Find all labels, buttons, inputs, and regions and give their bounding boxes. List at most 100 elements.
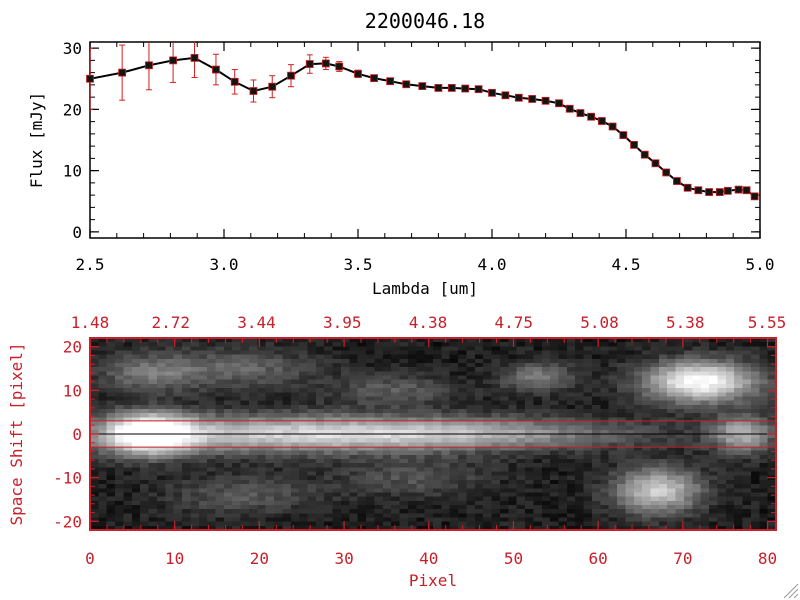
y-tick-label: -20	[53, 512, 82, 531]
data-point	[488, 88, 496, 97]
image-x-tick-labels: 0 10 20 30 40 50 60 70 80	[85, 549, 777, 568]
x-tick-label: 40	[419, 549, 438, 568]
spectrum-frame	[89, 41, 761, 239]
data-point	[447, 84, 456, 92]
data-point	[742, 186, 751, 195]
y-tick-label: 10	[63, 381, 82, 400]
data-point	[750, 192, 759, 201]
top-axis-label: 3.44	[237, 313, 276, 332]
image-top-axis-labels: 1.48 2.72 3.44 3.95 4.38 4.75 5.08 5.38 5.55	[71, 313, 787, 332]
data-point	[651, 159, 660, 168]
data-point	[501, 91, 510, 100]
data-point	[268, 82, 277, 91]
spectrum-x-label: Lambda [um]	[372, 279, 478, 298]
data-point	[587, 112, 596, 121]
image-y-tick-labels: -20 -10 0 10 20	[53, 338, 82, 532]
y-tick-label: 20	[63, 100, 82, 119]
x-tick-label: 3.5	[344, 255, 373, 274]
spectrum-markers	[86, 54, 759, 201]
data-point	[597, 117, 606, 125]
x-tick-label: 60	[589, 549, 608, 568]
y-tick-label: 10	[63, 162, 82, 181]
y-tick-label: -10	[53, 469, 82, 488]
top-axis-label: 5.08	[580, 313, 619, 332]
spectral-image-plot: 0 10 20 30 40 50 60 70 80 -20 -10 0 10 20 1.48 2.72 3.…	[7, 313, 786, 590]
top-axis-label: 3.95	[323, 313, 362, 332]
data-point	[305, 60, 314, 68]
data-point	[608, 122, 617, 131]
data-point	[212, 65, 220, 74]
data-point	[190, 54, 199, 62]
data-point	[434, 84, 443, 92]
data-point	[619, 131, 628, 140]
data-point	[169, 56, 177, 65]
top-axis-label: 4.38	[409, 313, 448, 332]
spectrum-y-tick-labels: 0 10 20 30	[63, 39, 82, 242]
data-point	[576, 109, 585, 117]
extraction-lines	[90, 420, 776, 448]
y-tick-label: 0	[72, 425, 82, 444]
top-axis-label: 2.72	[151, 313, 190, 332]
x-tick-label: 10	[165, 549, 184, 568]
data-point	[565, 104, 574, 113]
y-tick-label: 30	[63, 39, 82, 58]
x-tick-label: 20	[250, 549, 269, 568]
data-point	[418, 82, 427, 90]
data-point	[555, 99, 563, 108]
x-tick-label: 30	[334, 549, 353, 568]
data-point	[514, 93, 523, 102]
x-tick-label: 70	[673, 549, 692, 568]
spectrum-x-tick-labels: 2.5 3.0 3.5 4.0 4.5 5.0	[76, 255, 775, 274]
data-point	[86, 74, 94, 83]
data-point	[118, 68, 127, 77]
spectrum-ticks	[89, 42, 761, 238]
data-point	[335, 62, 344, 71]
y-tick-label: 20	[63, 338, 82, 357]
data-point	[705, 188, 713, 196]
data-point	[474, 85, 483, 94]
image-ticks	[89, 338, 776, 530]
data-point	[723, 186, 732, 195]
x-tick-label: 4.5	[612, 255, 641, 274]
data-point	[287, 71, 295, 80]
data-point	[370, 74, 378, 83]
data-point	[683, 183, 692, 192]
x-tick-label: 80	[758, 549, 777, 568]
data-point	[541, 96, 550, 105]
data-point	[528, 95, 537, 103]
data-point	[694, 186, 703, 195]
data-point	[321, 59, 330, 68]
spectrum-error-bars	[90, 42, 758, 200]
image-x-label: Pixel	[409, 571, 457, 590]
x-tick-label: 50	[504, 549, 523, 568]
data-point	[354, 69, 362, 78]
x-tick-label: 0	[85, 549, 95, 568]
top-axis-label: 5.55	[748, 313, 787, 332]
data-point	[715, 188, 724, 196]
data-point	[249, 87, 258, 95]
data-point	[230, 77, 239, 86]
spectrum-line	[89, 56, 756, 198]
spectrum-plot: 2.5 3.0 3.5 4.0 4.5 5.0 0 10 20 30 Lambda [um] F…	[27, 39, 775, 298]
top-axis-label: 4.75	[494, 313, 533, 332]
top-axis-label: 5.38	[666, 313, 705, 332]
x-tick-label: 2.5	[76, 255, 105, 274]
x-tick-label: 4.0	[478, 255, 507, 274]
image-y-label: Space Shift [pixel]	[7, 342, 26, 525]
resize-grip-icon[interactable]	[783, 583, 799, 599]
data-point	[734, 185, 743, 194]
top-axis-label: 1.48	[71, 313, 110, 332]
data-point	[630, 140, 638, 149]
data-point	[461, 84, 470, 93]
spectrum-y-label: Flux [mJy]	[27, 92, 46, 188]
data-point	[386, 77, 395, 86]
x-tick-label: 5.0	[746, 255, 775, 274]
data-point	[145, 61, 153, 70]
data-point	[402, 80, 411, 89]
data-point	[640, 150, 649, 159]
data-point	[662, 168, 671, 177]
data-point	[673, 177, 681, 185]
chart-title: 2200046.18	[365, 9, 485, 33]
y-tick-label: 0	[72, 223, 82, 242]
